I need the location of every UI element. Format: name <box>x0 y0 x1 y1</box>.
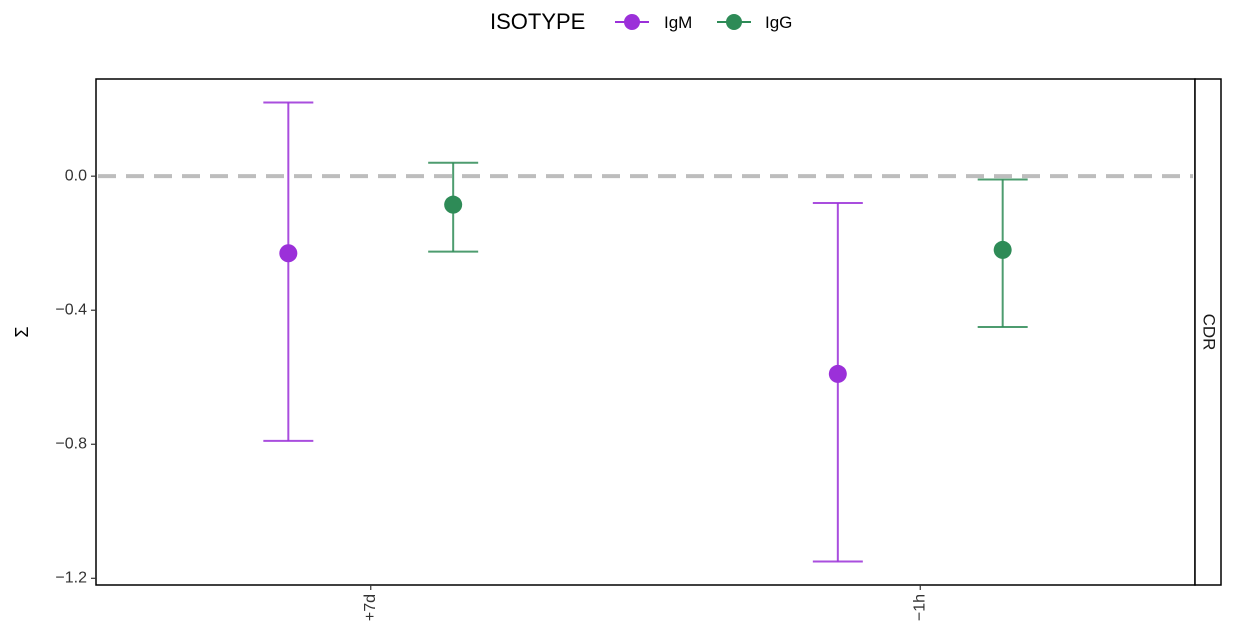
y-axis-title: Σ <box>12 326 32 337</box>
plot-panel <box>95 78 1196 586</box>
point-igm <box>828 364 847 383</box>
x-axis: +7d −1h <box>362 585 928 621</box>
legend-entry-igm: IgM <box>615 13 692 32</box>
legend-label-igm: IgM <box>664 13 692 32</box>
y-tick-label: 0.0 <box>65 167 87 184</box>
point-igg <box>993 240 1012 259</box>
x-tick-label: −1h <box>911 594 928 621</box>
legend-key-point-igm <box>624 14 640 30</box>
y-tick-label: −0.8 <box>55 435 87 452</box>
data-marks <box>263 101 1028 563</box>
y-tick-label: −1.2 <box>55 570 87 587</box>
point-igg <box>444 195 463 214</box>
legend-title: ISOTYPE <box>490 9 585 34</box>
errorbar-group-igg <box>977 178 1028 328</box>
legend-key-point-igg <box>726 14 742 30</box>
facet-strip <box>1194 78 1222 586</box>
errorbar-group-igm <box>812 201 863 563</box>
errorbar-group-igg <box>428 161 479 253</box>
legend: ISOTYPE IgM IgG <box>490 9 792 34</box>
y-tick-label: −0.4 <box>55 301 87 318</box>
legend-entry-igg: IgG <box>717 13 792 32</box>
errorbar-group-igm <box>263 101 314 442</box>
legend-label-igg: IgG <box>765 13 792 32</box>
y-axis: 0.0 −0.4 −0.8 −1.2 <box>55 167 96 587</box>
point-igm <box>279 244 298 263</box>
facet-strip-label: CDR <box>1200 314 1219 351</box>
x-tick-label: +7d <box>362 594 379 621</box>
